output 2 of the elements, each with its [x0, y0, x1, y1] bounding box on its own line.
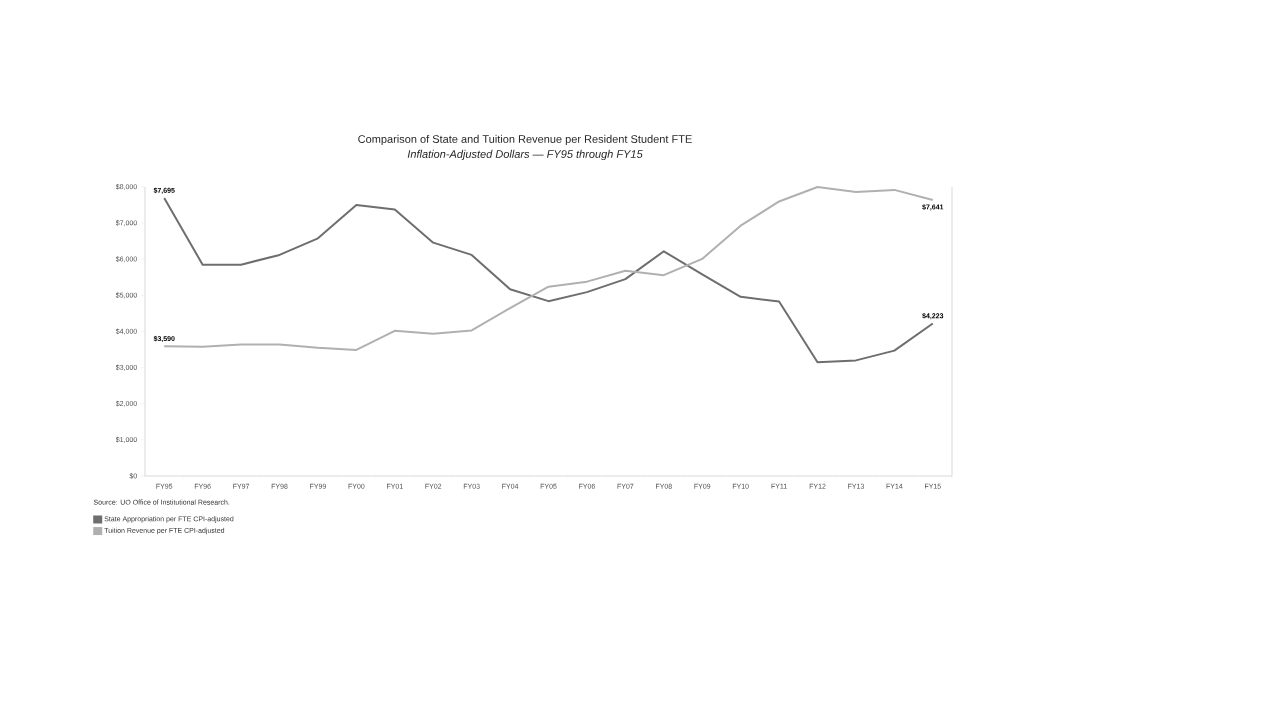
chart-subtitle: Inflation-Adjusted Dollars — FY95 through FY15 [407, 149, 643, 161]
chart-title: Comparison of State and Tuition Revenue per Resident Student FTE [358, 134, 692, 146]
